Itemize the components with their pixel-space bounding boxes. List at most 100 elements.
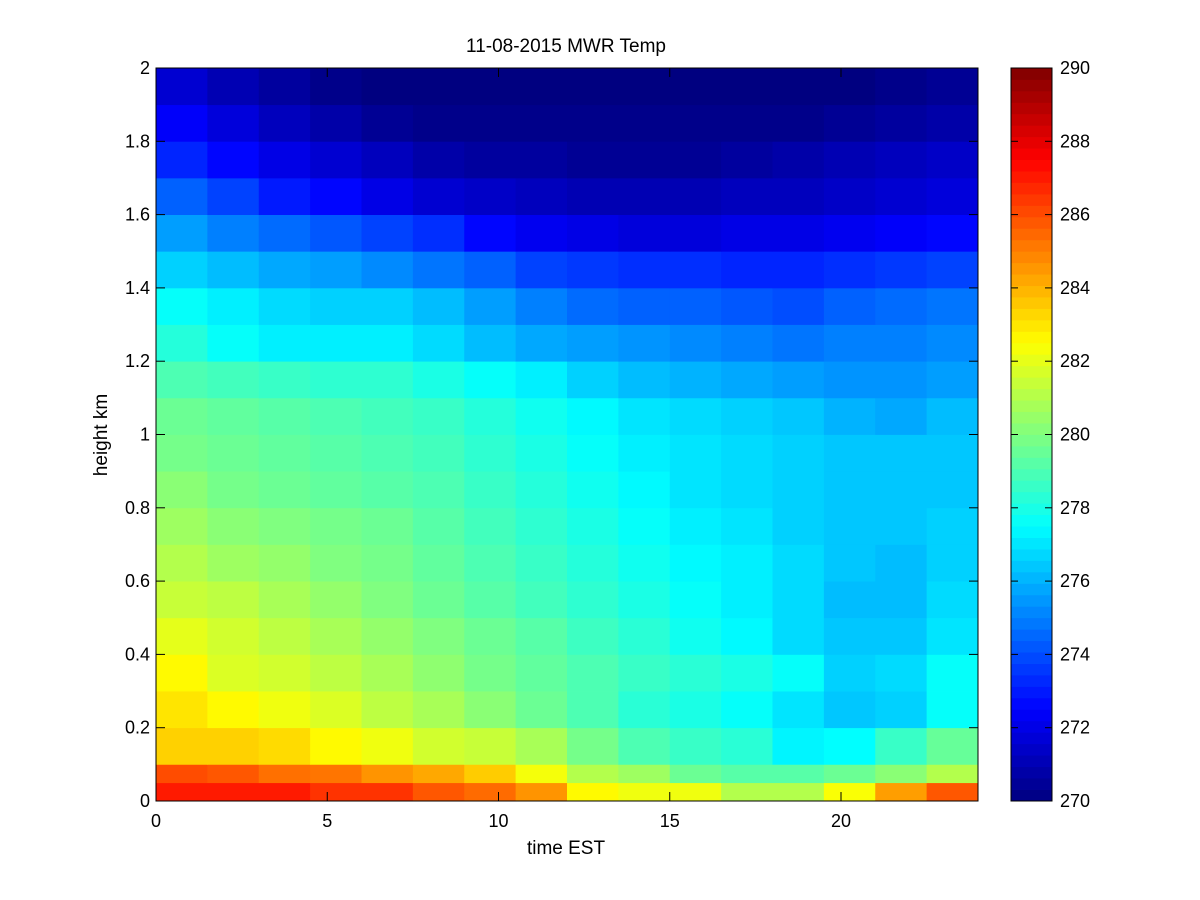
heatmap-cell [926,727,979,765]
heatmap-cell [926,764,979,784]
heatmap-cell [515,104,568,142]
colorbar-band [1011,526,1052,538]
colorbar-band [1011,102,1052,115]
heatmap-cell [618,764,671,784]
heatmap-cell [258,617,311,655]
heatmap-cell [567,68,619,106]
y-tick-label: 1.4 [125,278,150,298]
heatmap-cell [464,691,517,729]
x-tick-label: 5 [322,811,332,831]
heatmap-cell [207,654,260,692]
heatmap-cell [515,691,568,729]
heatmap-cell [361,581,414,619]
heatmap-cell [361,691,414,729]
heatmap-cell [926,471,979,509]
heatmap-cell [926,141,979,179]
heatmap-cell [310,507,362,545]
colorbar-band [1011,79,1052,92]
heatmap-cell [258,581,311,619]
colorbar-band [1011,445,1052,458]
heatmap-cell [464,764,517,784]
heatmap-cell [156,507,208,545]
heatmap-cell [772,141,825,179]
heatmap-cell [772,727,825,765]
heatmap-cell [156,214,208,252]
heatmap-cell [464,177,517,215]
colorbar-band [1011,365,1052,378]
heatmap-cell [464,654,517,692]
heatmap-cell [669,141,722,179]
heatmap-cell [361,177,414,215]
colorbar [1011,68,1052,802]
heatmap-cell [464,471,517,509]
heatmap-cell [772,324,825,362]
heatmap-cell [875,104,928,142]
heatmap-cell [772,544,825,582]
heatmap-cell [926,691,979,729]
heatmap-cell [875,324,928,362]
heatmap-cell [926,361,979,399]
heatmap-cell [618,361,671,399]
heatmap-cell [258,544,311,582]
heatmap-cell [207,287,260,325]
heatmap-cell [721,68,773,106]
heatmap-cell [464,544,517,582]
heatmap-cell [464,68,517,106]
heatmap-cell [258,654,311,692]
heatmap-cell [515,361,568,399]
colorbar-band [1011,239,1052,252]
heatmap-cell [926,287,979,325]
heatmap-cell [875,764,928,784]
heatmap-cell [618,544,671,582]
heatmap-cell [412,581,465,619]
colorbar-band [1011,193,1052,206]
heatmap-cell [515,177,568,215]
y-tick-label: 0.2 [125,718,150,738]
heatmap-cell [156,324,208,362]
colorbar-band [1011,720,1052,733]
heatmap-cell [412,287,465,325]
heatmap-cell [823,361,876,399]
colorbar-band [1011,319,1052,332]
heatmap-cell [515,68,568,106]
heatmap-cell [823,251,876,289]
heatmap-cell [310,177,362,215]
heatmap-cell [618,251,671,289]
heatmap-cell [464,617,517,655]
heatmap-cell [926,617,979,655]
colorbar-band [1011,113,1052,126]
heatmap-cell [567,617,619,655]
heatmap-cell [823,544,876,582]
heatmap-cell [361,104,414,142]
heatmap-cell [669,544,722,582]
heatmap-cell [156,397,208,435]
colorbar-band [1011,90,1052,103]
colorbar-tick-label: 274 [1060,644,1090,664]
y-tick-label: 1.2 [125,351,150,371]
heatmap-cell [823,654,876,692]
colorbar-band [1011,377,1052,390]
heatmap-cell [515,251,568,289]
heatmap-cell [567,782,619,802]
heatmap-cell [772,287,825,325]
heatmap-cell [515,214,568,252]
heatmap-cell [207,691,260,729]
heatmap-cell [156,581,208,619]
heatmap-cell [772,471,825,509]
heatmap-cell [823,177,876,215]
heatmap-cell [823,782,876,802]
heatmap-cell [207,727,260,765]
colorbar-band [1011,434,1052,447]
heatmap-cell [875,214,928,252]
heatmap-cell [772,782,825,802]
y-tick-label: 0 [140,791,150,811]
heatmap-cell [772,361,825,399]
heatmap-cell [310,324,362,362]
colorbar-band [1011,537,1052,550]
heatmap-cell [772,581,825,619]
colorbar-band [1011,594,1052,607]
heatmap-cell [721,361,773,399]
heatmap-cell [567,251,619,289]
heatmap-cell [926,507,979,545]
